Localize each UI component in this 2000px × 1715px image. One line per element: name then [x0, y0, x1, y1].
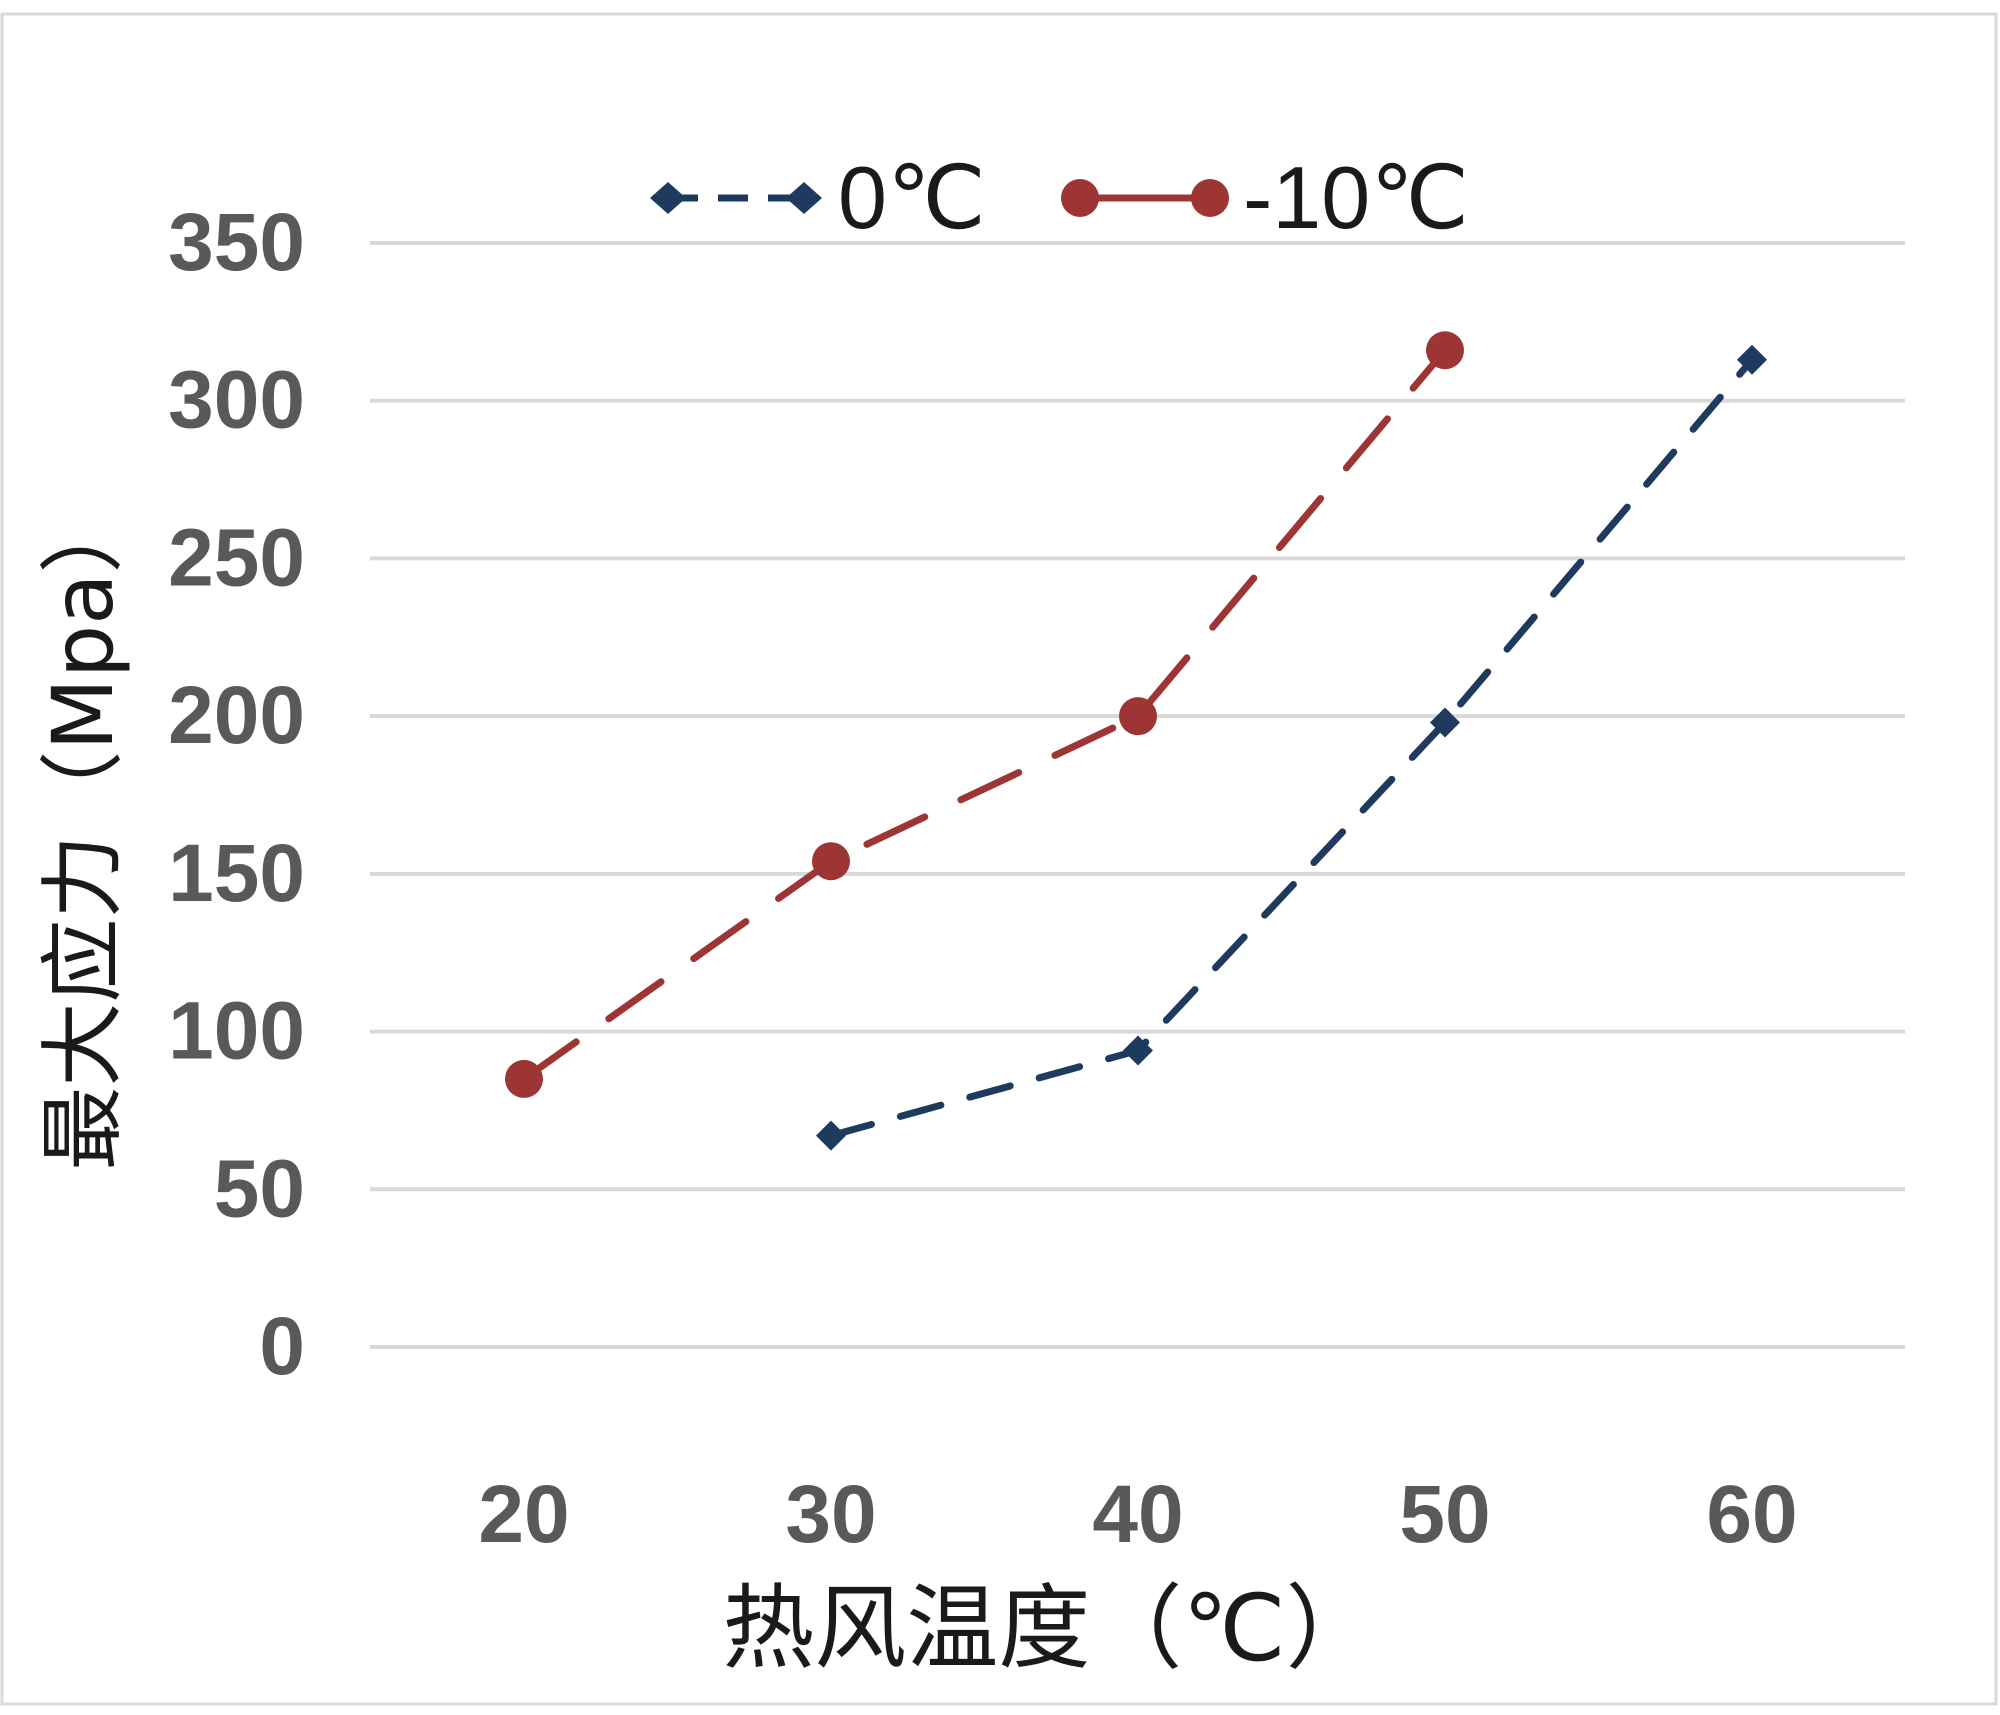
data-point — [1430, 707, 1460, 738]
y-tick-label: 150 — [168, 828, 305, 919]
x-tick-label: 40 — [1092, 1469, 1183, 1560]
series-lines — [505, 331, 1767, 1151]
x-tick-label: 60 — [1706, 1469, 1797, 1560]
y-tick-label: 100 — [168, 986, 305, 1077]
legend-marker-minus10c-end — [1191, 179, 1229, 217]
chart-border — [0, 12, 1998, 1706]
y-tick-label: 50 — [214, 1143, 305, 1234]
y-tick-label: 250 — [168, 512, 305, 603]
legend-label-0c: 0℃ — [838, 148, 986, 247]
y-tick-label: 300 — [168, 355, 305, 446]
y-axis-ticks: 0 50 100 150 200 250 300 350 — [168, 197, 305, 1392]
legend-marker-0c — [650, 182, 686, 214]
y-axis-title: 最大应力（Mpa） — [34, 489, 132, 1170]
gridlines — [370, 241, 1905, 1349]
y-tick-label: 350 — [168, 197, 305, 288]
x-axis-title: 热风温度（℃） — [722, 1575, 1377, 1682]
y-tick-label: 0 — [259, 1301, 305, 1392]
legend: 0℃ -10℃ — [650, 148, 1469, 247]
data-point — [1119, 697, 1157, 736]
legend-label-minus10c: -10℃ — [1243, 148, 1469, 247]
data-point — [1737, 344, 1767, 375]
legend-item-minus10c: -10℃ — [1061, 148, 1469, 247]
x-tick-label: 30 — [785, 1469, 876, 1560]
x-axis-ticks: 20 30 40 50 60 — [478, 1469, 1797, 1560]
data-point — [812, 842, 850, 881]
data-point — [1123, 1035, 1153, 1066]
legend-marker-0c-end — [786, 182, 822, 214]
legend-item-0c: 0℃ — [650, 148, 986, 247]
data-point — [505, 1059, 543, 1098]
x-tick-label: 50 — [1399, 1469, 1490, 1560]
series-line — [827, 356, 1756, 1140]
series-0 — [816, 344, 1767, 1151]
data-point — [1426, 331, 1464, 370]
legend-marker-minus10c — [1061, 179, 1099, 217]
series-1 — [505, 331, 1464, 1098]
y-tick-label: 200 — [168, 670, 305, 761]
data-point — [816, 1120, 846, 1151]
x-tick-label: 20 — [478, 1469, 569, 1560]
series-line — [520, 346, 1449, 1083]
